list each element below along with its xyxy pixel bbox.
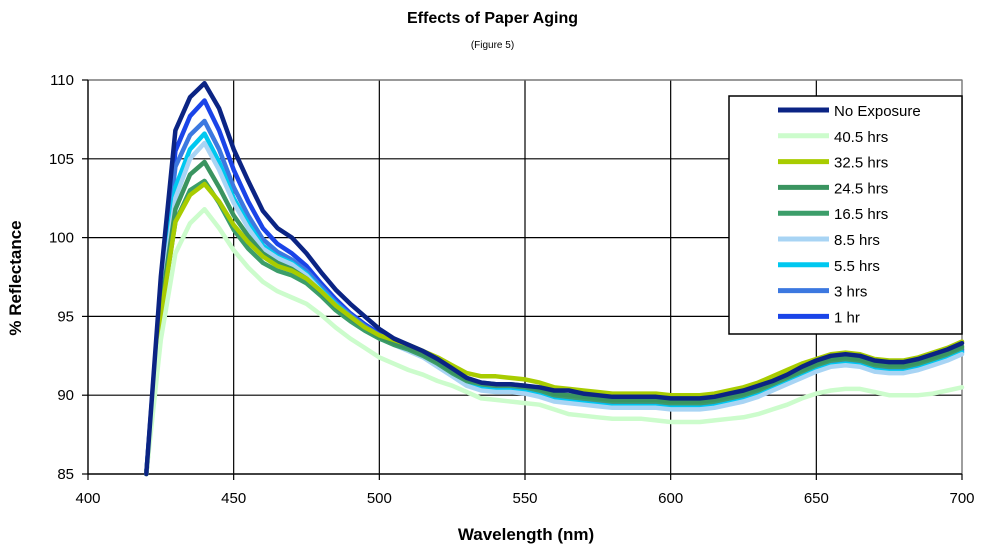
legend-label-1-hr: 1 hr xyxy=(834,309,860,326)
series-line-24-5-hrs xyxy=(144,159,965,477)
legend-label-8-5-hrs: 8.5 hrs xyxy=(834,232,880,249)
y-axis-label: % Reflectance xyxy=(6,220,25,336)
legend-label-3-hrs: 3 hrs xyxy=(834,284,867,301)
x-tick-label: 400 xyxy=(75,490,100,507)
legend-box xyxy=(728,95,963,335)
y-tick-label: 110 xyxy=(50,72,74,89)
y-tick-label: 95 xyxy=(57,308,74,325)
y-tick-label: 100 xyxy=(49,230,74,247)
x-axis-label: Wavelength (nm) xyxy=(457,525,595,544)
y-tick-label: 85 xyxy=(57,466,74,483)
legend-label-24-5-hrs: 24.5 hrs xyxy=(834,180,888,197)
legend-label-no-exposure: No Exposure xyxy=(834,103,921,120)
legend-label-40-5-hrs: 40.5 hrs xyxy=(834,129,888,146)
chart-title: Effects of Paper Aging xyxy=(407,10,578,27)
series-line-no-exposure xyxy=(144,80,965,477)
x-tick-label: 500 xyxy=(367,490,392,507)
ticks: 400 450 500 550 600 650 700 85 90 95 100 105 110 xyxy=(49,72,975,507)
x-tick-label: 450 xyxy=(221,490,246,507)
series-layer xyxy=(144,80,965,477)
x-tick-label: 600 xyxy=(658,490,683,507)
legend-label-16-5-hrs: 16.5 hrs xyxy=(834,206,888,223)
legend-label-32-5-hrs: 32.5 hrs xyxy=(834,155,888,172)
legend: No Exposure 40.5 hrs 32.5 hrs 24.5 hrs 16.5 … xyxy=(728,95,963,335)
legend-label-5-5-hrs: 5.5 hrs xyxy=(834,258,880,275)
series-line-8-5-hrs xyxy=(144,140,965,477)
chart-subtitle: (Figure 5) xyxy=(470,40,515,51)
y-tick-label: 105 xyxy=(49,151,74,168)
x-tick-label: 700 xyxy=(949,490,974,507)
x-tick-label: 550 xyxy=(512,490,537,507)
x-tick-label: 650 xyxy=(804,490,829,507)
series-line-40-5-hrs xyxy=(144,206,965,477)
y-tick-label: 90 xyxy=(57,387,74,404)
